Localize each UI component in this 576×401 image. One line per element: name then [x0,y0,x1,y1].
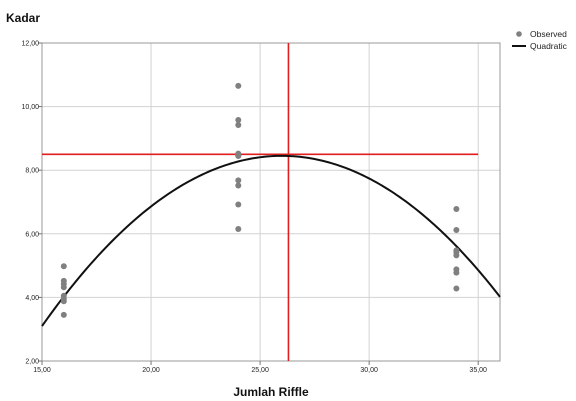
axis-ticks [38,42,479,365]
observed-point [453,252,460,259]
y-tick-label: 8,00 [25,168,39,175]
observed-point [60,263,67,270]
observed-point [60,311,67,318]
y-axis-title: Kadar [6,11,40,25]
tick-labels: 15,00 20,00 25,00 30,00 35,00 2,00 4,00 6,00 8,0… [21,41,487,375]
observed-point [235,177,242,184]
y-tick-label: 12,00 [21,41,39,48]
reference-lines [42,43,479,361]
observed-point [235,201,242,208]
legend-observed-marker [516,31,522,37]
x-tick-label: 35,00 [469,367,487,374]
observed-point [235,182,242,189]
quadratic-curve [41,154,501,327]
observed-point [235,116,242,123]
observed-point [453,269,460,276]
y-tick-label: 4,00 [25,295,39,302]
plot-frame [41,42,501,362]
observed-points [60,82,460,318]
observed-point [235,152,242,159]
x-axis-title: Jumlah Riffle [233,385,309,399]
observed-point [60,284,67,291]
y-tick-label: 6,00 [25,231,39,238]
x-tick-label: 30,00 [360,367,378,374]
observed-point [60,298,67,305]
legend-quadratic-label: Quadratic [530,41,568,51]
observed-point [453,285,460,292]
x-tick-label: 15,00 [33,367,51,374]
legend-observed-label: Observed [530,29,567,39]
observed-point [235,226,242,233]
observed-point [235,122,242,129]
observed-point [453,226,460,233]
quadratic-curve-layer [41,154,501,327]
y-tick-label: 2,00 [25,359,39,366]
observed-point [453,205,460,212]
legend: Observed Quadratic [512,29,568,51]
x-tick-label: 25,00 [251,367,269,374]
y-tick-label: 10,00 [21,104,39,111]
x-tick-label: 20,00 [142,367,160,374]
grid-lines [41,42,500,362]
observed-point [235,82,242,89]
